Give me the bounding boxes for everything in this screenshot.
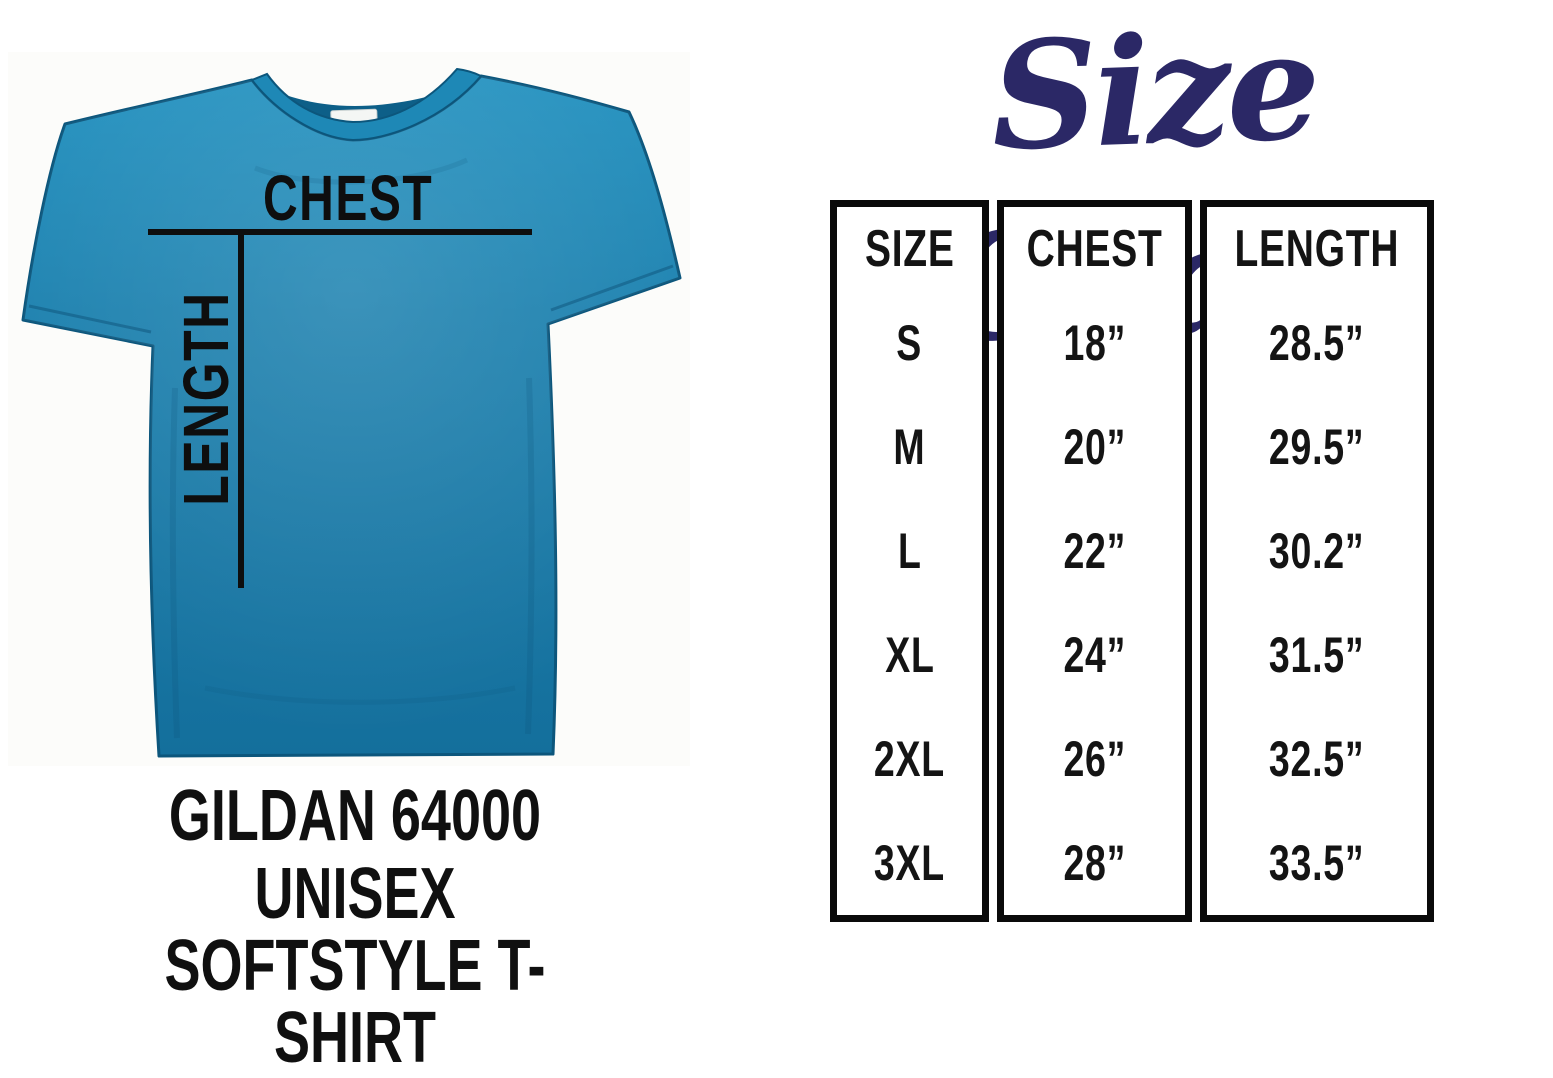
table-cell: 2XL — [837, 707, 982, 811]
table-cell: 28.5” — [1207, 291, 1427, 395]
table-cell: 28” — [1004, 811, 1185, 915]
cell-text: 3XL — [873, 835, 946, 891]
table-cell: 26” — [1004, 707, 1185, 811]
size-table-column-length: LENGTH 28.5” 29.5” 30.2” 31.5” 32.5” 33.… — [1200, 200, 1434, 922]
cell-text: XL — [884, 627, 935, 683]
cell-text: L — [897, 523, 922, 579]
table-cell: L — [837, 499, 982, 603]
cell-text: 26” — [1063, 731, 1126, 787]
cell-text: 18” — [1063, 315, 1126, 371]
product-name-line1: GILDAN 64000 — [10, 780, 700, 852]
table-cell: 24” — [1004, 603, 1185, 707]
chest-annotation-text: CHEST — [263, 162, 434, 234]
cell-text: 29.5” — [1269, 419, 1365, 475]
column-header-size: SIZE — [837, 207, 982, 291]
cell-text: 2XL — [873, 731, 946, 787]
chest-measure-line — [148, 229, 532, 235]
table-cell: S — [837, 291, 982, 395]
cell-text: 24” — [1063, 627, 1126, 683]
product-name-line1-text: GILDAN 64000 — [168, 776, 542, 856]
column-header-chest: CHEST — [1004, 207, 1185, 291]
cell-text: 22” — [1063, 523, 1126, 579]
table-cell: 33.5” — [1207, 811, 1427, 915]
cell-text: 28.5” — [1269, 315, 1365, 371]
page-root: { "title": { "text": "Size Chart", "colo… — [10, 0, 1434, 1074]
length-measure-line — [238, 232, 244, 588]
product-name-line2: UNISEX SOFTSTYLE T-SHIRT — [10, 858, 700, 1074]
table-cell: 3XL — [837, 811, 982, 915]
chest-annotation-label: CHEST — [238, 166, 438, 230]
size-chart-title: Size Chart — [934, 0, 1387, 376]
cell-text: 20” — [1063, 419, 1126, 475]
length-annotation-label: LENGTH — [170, 291, 242, 506]
table-cell: 30.2” — [1207, 499, 1427, 603]
table-cell: M — [837, 395, 982, 499]
cell-text: M — [893, 419, 926, 475]
product-name-line2-text: UNISEX SOFTSTYLE T-SHIRT — [164, 854, 546, 1078]
table-cell: 18” — [1004, 291, 1185, 395]
column-header-length: LENGTH — [1207, 207, 1427, 291]
table-cell: 31.5” — [1207, 603, 1427, 707]
cell-text: 33.5” — [1269, 835, 1365, 891]
column-header-chest-text: CHEST — [1026, 220, 1163, 278]
table-cell: XL — [837, 603, 982, 707]
size-table: SIZE S M L XL 2XL 3XL CHEST 18” 20” 22” … — [830, 200, 1434, 922]
size-table-column-chest: CHEST 18” 20” 22” 24” 26” 28” — [996, 200, 1193, 922]
column-header-length-text: LENGTH — [1234, 220, 1400, 278]
cell-text: 31.5” — [1269, 627, 1365, 683]
cell-text: 30.2” — [1269, 523, 1365, 579]
table-cell: 32.5” — [1207, 707, 1427, 811]
size-table-column-size: SIZE S M L XL 2XL 3XL — [830, 200, 989, 922]
cell-text: 28” — [1063, 835, 1126, 891]
table-cell: 20” — [1004, 395, 1185, 499]
tshirt-graphic — [21, 67, 682, 758]
tshirt-collar — [250, 67, 483, 142]
cell-text: S — [896, 315, 923, 371]
table-cell: 29.5” — [1207, 395, 1427, 499]
column-header-size-text: SIZE — [864, 220, 955, 278]
table-cell: 22” — [1004, 499, 1185, 603]
cell-text: 32.5” — [1269, 731, 1365, 787]
